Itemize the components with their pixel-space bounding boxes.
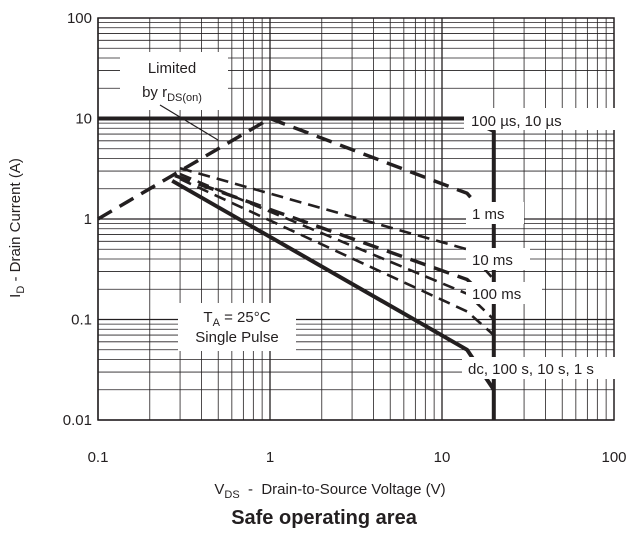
limited-pointer	[159, 104, 219, 141]
label-10ms: 10 ms	[472, 252, 513, 269]
label-10ms-box	[466, 248, 530, 270]
label-dc-box	[462, 357, 632, 379]
x-axis-v: V	[214, 481, 224, 498]
label-100us-box	[464, 108, 632, 130]
label-100ms-box	[466, 282, 542, 304]
label-1ms-box	[466, 202, 524, 224]
ta-t: T	[203, 309, 212, 326]
y-axis-sub: D	[15, 286, 27, 294]
label-dc: dc, 100 s, 10 s, 1 s	[468, 361, 594, 378]
limited-label-line1: Limited	[148, 60, 196, 77]
x-tick-label: 1	[266, 449, 274, 466]
y-tick-label: 10	[75, 111, 92, 128]
ta-sub: A	[213, 317, 221, 329]
y-axis-label: ID - Drain Current (A)	[7, 158, 27, 298]
series-line	[97, 116, 271, 221]
y-axis-rest: - Drain Current (A)	[7, 158, 24, 286]
y-tick-label: 0.01	[63, 412, 92, 429]
label-1ms: 1 ms	[472, 206, 505, 223]
x-axis-sub: DS	[224, 489, 239, 501]
y-tick-label: 100	[67, 10, 92, 27]
x-tick-label: 100	[601, 449, 626, 466]
series-line	[179, 177, 495, 337]
ta-rest: = 25°C	[220, 309, 271, 326]
ta-label: TA = 25°C	[203, 309, 270, 329]
limited-by-r: by r	[142, 84, 167, 101]
limited-label-line2: by rDS(on)	[142, 84, 202, 104]
limited-label-box	[120, 52, 228, 110]
x-axis-rest: - Drain-to-Source Voltage (V)	[240, 481, 446, 498]
label-100ms: 100 ms	[472, 286, 521, 303]
y-axis-i: I	[7, 294, 24, 298]
chart-title: Safe operating area	[231, 507, 418, 529]
limited-rdson-sub: DS(on)	[167, 92, 202, 104]
x-axis-label: VDS - Drain-to-Source Voltage (V)	[214, 481, 445, 501]
y-tick-label: 1	[84, 211, 92, 228]
pulse-label: Single Pulse	[195, 329, 278, 346]
x-tick-label: 0.1	[88, 449, 109, 466]
x-tick-labels: 0.1 1 10 100	[88, 449, 627, 466]
x-tick-label: 10	[434, 449, 451, 466]
y-tick-label: 0.1	[71, 312, 92, 329]
label-100us: 100 µs, 10 µs	[471, 113, 562, 130]
ta-label-box	[178, 303, 296, 351]
y-tick-labels: 0.01 0.1 1 10 100	[63, 10, 92, 429]
